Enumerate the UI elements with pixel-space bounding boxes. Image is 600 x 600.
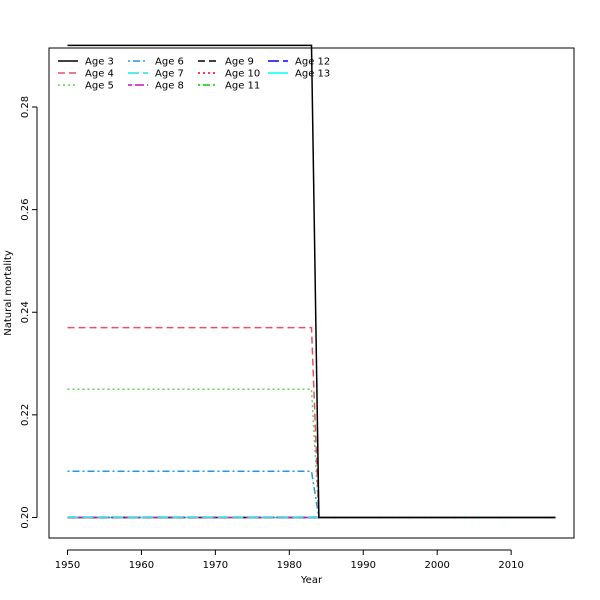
legend-label: Age 9 — [225, 57, 254, 68]
x-tick-label: 1960 — [129, 560, 154, 571]
legend-label: Age 12 — [295, 57, 330, 68]
x-tick-label: 2010 — [498, 560, 523, 571]
legend-label: Age 13 — [295, 69, 330, 80]
legend-label: Age 3 — [85, 57, 114, 68]
legend-label: Age 10 — [225, 69, 260, 80]
legend-label: Age 8 — [155, 81, 184, 92]
y-tick-label: 0.20 — [20, 506, 31, 528]
y-tick-label: 0.26 — [20, 198, 31, 220]
x-tick-label: 1950 — [55, 560, 80, 571]
x-tick-label: 2000 — [424, 560, 449, 571]
legend-label: Age 5 — [85, 81, 114, 92]
x-axis-label: Year — [300, 575, 323, 586]
x-tick-label: 1980 — [277, 560, 302, 571]
plot-frame — [48, 47, 575, 539]
legend-label: Age 6 — [155, 57, 184, 68]
y-tick-label: 0.24 — [20, 301, 31, 323]
x-axis: 1950 1960 1970 1980 1990 2000 2010 — [55, 549, 524, 571]
y-tick-label: 0.22 — [20, 404, 31, 426]
y-axis-label: Natural mortality — [3, 250, 14, 336]
series-line-age-3 — [67, 44, 556, 519]
x-tick-label: 1990 — [351, 560, 376, 571]
legend-label: Age 7 — [155, 69, 184, 80]
y-axis: 0.20 0.22 0.24 0.26 0.28 — [20, 96, 38, 529]
legend-label: Age 11 — [225, 81, 260, 92]
series-layer — [67, 44, 556, 519]
legend-label: Age 4 — [85, 69, 114, 80]
x-tick-label: 1970 — [203, 560, 228, 571]
y-tick-label: 0.28 — [20, 96, 31, 118]
